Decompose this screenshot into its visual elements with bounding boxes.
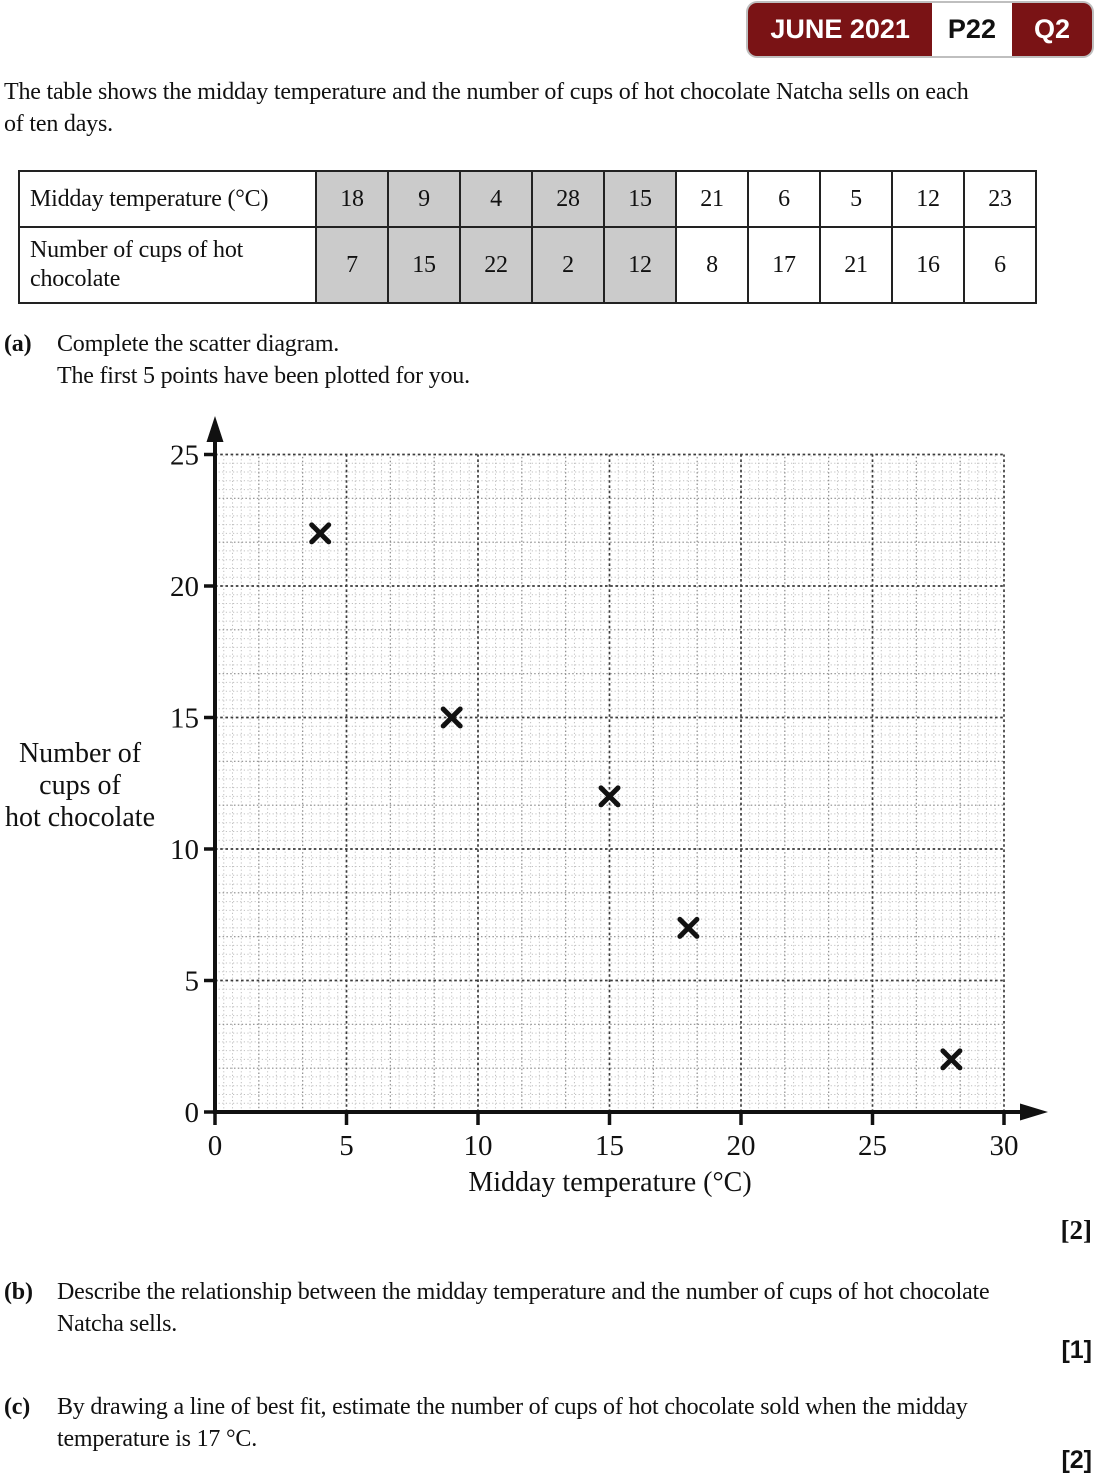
part-a-label: (a) <box>4 331 32 357</box>
table-cell: 6 <box>963 226 1037 304</box>
y-tick-label: 20 <box>170 571 199 603</box>
part-c-marks: [2] <box>1061 1446 1092 1474</box>
x-tick-label: 15 <box>595 1130 624 1162</box>
table-cell: 2 <box>531 226 605 304</box>
part-c-line-2: temperature is 17 °C. <box>57 1426 258 1452</box>
y-axis-label-line-1: Number of <box>18 738 142 769</box>
part-a: (a) Complete the scatter diagram. The fi… <box>0 328 1100 392</box>
badge-question: Q2 <box>1033 14 1070 44</box>
part-c-label: (c) <box>4 1394 31 1420</box>
x-tick-label: 5 <box>339 1130 354 1162</box>
table-cell: 12 <box>603 226 677 304</box>
scatter-point-x-mark <box>598 785 621 808</box>
table-cell: 6 <box>747 170 821 228</box>
badge-session: JUNE 2021 <box>770 14 910 44</box>
y-tick-label: 15 <box>170 703 199 735</box>
scatter-point-x-mark <box>309 522 332 545</box>
table-cell: 12 <box>891 170 965 228</box>
part-b-line-1: Describe the relationship between the mi… <box>57 1279 990 1305</box>
temperature-cups-table: Midday temperature (°C) 18 9 4 28 15 21 6 5 12 23 N… <box>18 170 1037 304</box>
y-axis-label: Number of cups of hot chocolate <box>0 738 160 834</box>
scatter-point-x-mark <box>440 706 463 729</box>
badge-paper: P22 <box>931 3 1012 56</box>
intro-paragraph: The table shows the midday temperature a… <box>4 76 1098 140</box>
part-b-label: (b) <box>4 1279 33 1305</box>
part-b-marks: [1] <box>1061 1336 1092 1364</box>
row-header: Number of cups of hot chocolate <box>18 226 317 304</box>
x-axis-arrow <box>1020 1103 1048 1121</box>
question-reference-badge: JUNE 2021 P22 Q2 <box>748 3 1092 56</box>
y-tick-label: 5 <box>185 966 200 998</box>
part-a-line-2: The first 5 points have been plotted for… <box>57 363 470 389</box>
scatter-point-x-mark <box>940 1048 963 1071</box>
table-cell: 7 <box>315 226 389 304</box>
table-cell: 15 <box>387 226 461 304</box>
part-a-line-1: Complete the scatter diagram. <box>57 331 340 357</box>
table-cell: 22 <box>459 226 533 304</box>
data-table-wrapper: Midday temperature (°C) 18 9 4 28 15 21 6 5 12 23 N… <box>18 170 1037 304</box>
y-axis-label-line-2: cups of <box>39 770 121 801</box>
part-c-line-1: By drawing a line of best fit, estimate … <box>57 1394 968 1420</box>
table-cell: 15 <box>603 170 677 228</box>
table-cell: 28 <box>531 170 605 228</box>
part-b: (b) Describe the relationship between th… <box>0 1276 1100 1340</box>
table-cell: 8 <box>675 226 749 304</box>
scatter-diagram: 0 5 10 15 20 25 30 0 5 10 15 20 25 <box>170 416 1048 1162</box>
x-tick-label: 10 <box>464 1130 493 1162</box>
table-cell: 18 <box>315 170 389 228</box>
table-cell: 21 <box>675 170 749 228</box>
y-tick-label: 0 <box>185 1097 200 1129</box>
table-cell: 23 <box>963 170 1037 228</box>
table-row: Midday temperature (°C) 18 9 4 28 15 21 6 5 12 23 <box>18 170 1037 228</box>
intro-line-1: The table shows the midday temperature a… <box>4 79 969 105</box>
part-a-marks: [2] <box>1060 1215 1092 1245</box>
part-c: (c) By drawing a line of best fit, estim… <box>0 1391 1100 1455</box>
table-cell: 16 <box>891 226 965 304</box>
y-axis-label-line-3: hot chocolate <box>4 802 156 833</box>
x-axis-label: Midday temperature (°C) <box>468 1167 752 1198</box>
row-header: Midday temperature (°C) <box>18 170 317 228</box>
x-tick-label: 30 <box>990 1130 1019 1162</box>
table-cell: 4 <box>459 170 533 228</box>
x-tick-label: 20 <box>727 1130 756 1162</box>
table-cell: 21 <box>819 226 893 304</box>
y-axis-arrow <box>206 416 224 442</box>
y-tick-label: 10 <box>170 834 199 866</box>
table-row: Number of cups of hot chocolate 7 15 22 2 12 8… <box>18 226 1037 304</box>
table-cell: 17 <box>747 226 821 304</box>
table-cell: 5 <box>819 170 893 228</box>
y-tick-label: 25 <box>170 440 199 472</box>
intro-line-2: of ten days. <box>4 111 113 137</box>
table-cell: 9 <box>387 170 461 228</box>
x-tick-label: 25 <box>858 1130 887 1162</box>
part-b-line-2: Natcha sells. <box>57 1311 178 1337</box>
scatter-point-x-mark <box>677 916 700 939</box>
x-tick-label: 0 <box>208 1130 223 1162</box>
